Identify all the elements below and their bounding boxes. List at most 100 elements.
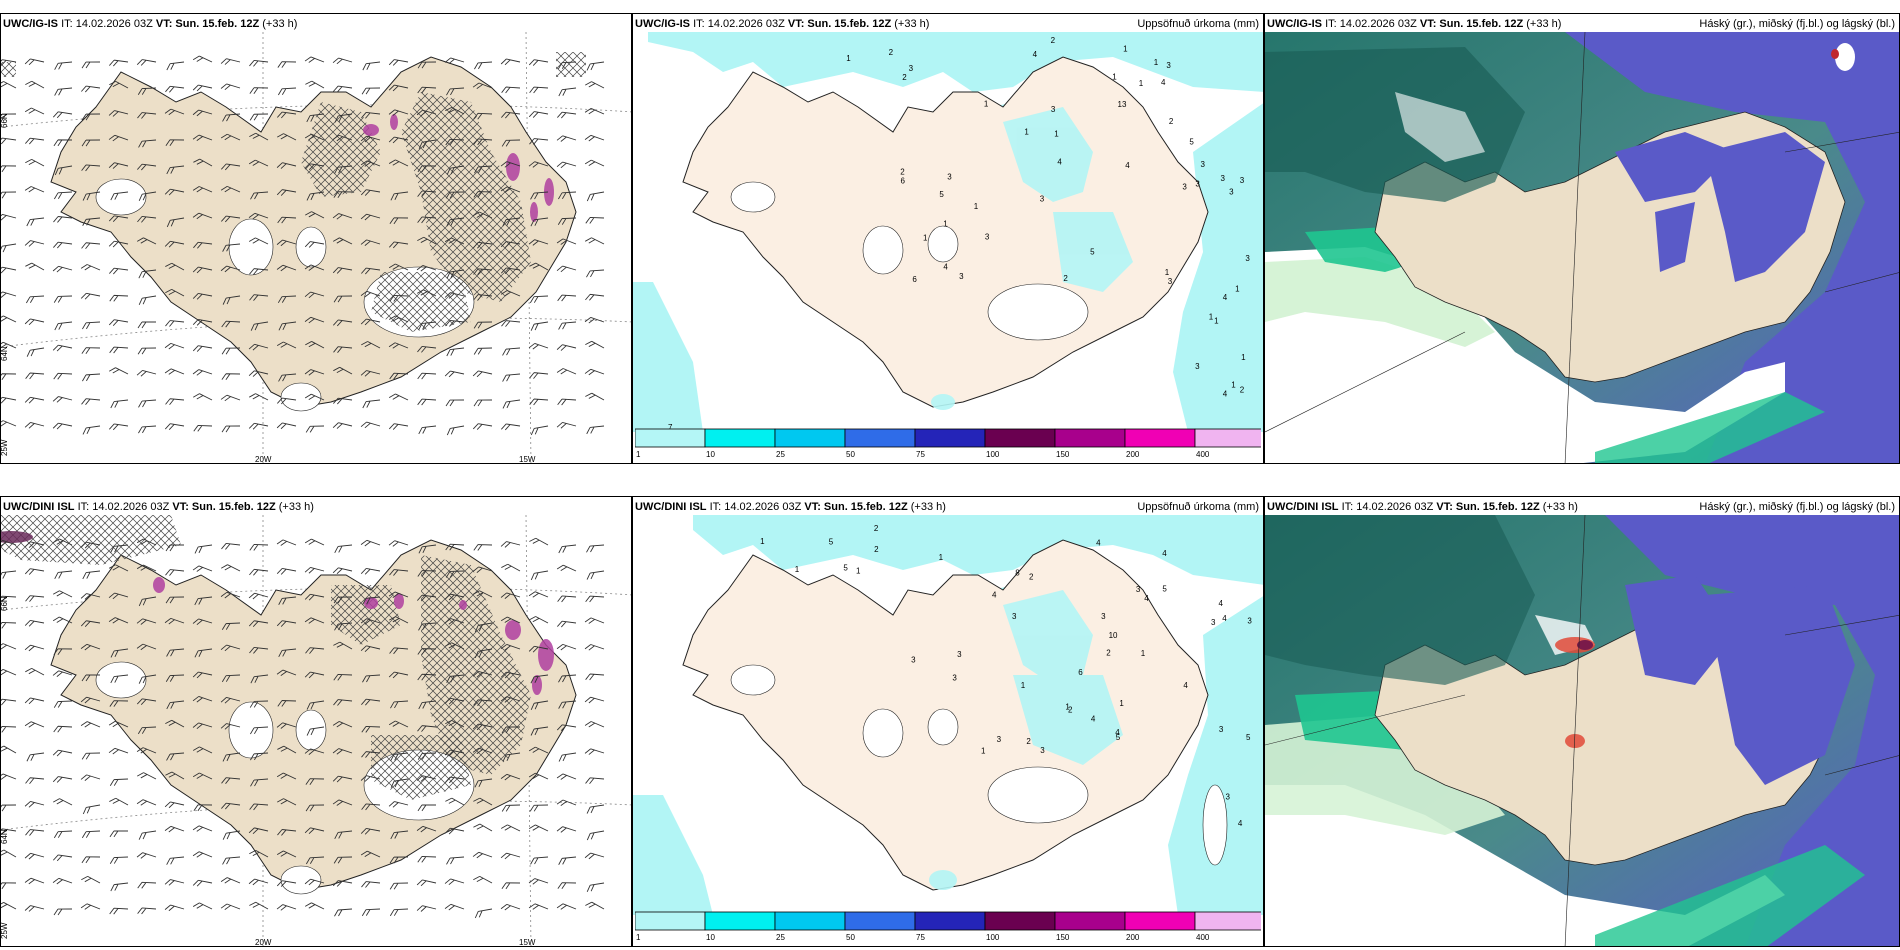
wind-barb — [304, 567, 325, 574]
wind-barb — [444, 749, 465, 757]
wind-barb — [24, 318, 45, 326]
wind-barb — [332, 567, 353, 575]
wind-barb — [1, 213, 17, 221]
wind-barb — [556, 421, 577, 429]
wind-barb — [250, 726, 269, 735]
wind-barb — [249, 132, 269, 141]
wind-barb — [556, 643, 577, 651]
colorbar-swatch — [774, 911, 846, 931]
wind-barb — [417, 752, 437, 760]
wind-barb — [556, 826, 577, 833]
wind-barb — [333, 397, 353, 405]
wind-barb — [472, 747, 493, 755]
precip-value: 1 — [939, 553, 944, 562]
wind-barb — [25, 829, 45, 836]
colorbar-tick: 25 — [776, 450, 785, 459]
precip-value: 3 — [952, 673, 957, 682]
wind-barb — [108, 134, 129, 142]
precip-value: 4 — [992, 591, 997, 600]
cloud-map — [1265, 515, 1899, 946]
wind-barb — [528, 746, 549, 754]
wind-barb — [446, 217, 465, 227]
wind-barb — [360, 290, 381, 298]
wind-barb — [1, 113, 17, 121]
wind-barb — [500, 58, 521, 66]
wind-barb — [418, 544, 437, 554]
precip-value: 3 — [1040, 195, 1045, 204]
wind-barb — [388, 342, 409, 349]
wind-barb — [24, 852, 45, 860]
wind-barb — [388, 591, 409, 598]
wind-barb — [500, 423, 521, 431]
wind-barb — [192, 746, 213, 754]
wind-barb — [248, 237, 269, 245]
precip-value: 1 — [974, 202, 979, 211]
colorbar-swatch — [984, 911, 1056, 931]
wind-barb — [192, 722, 213, 730]
wind-barb — [221, 564, 241, 572]
wind-barb — [584, 721, 605, 728]
precip-value: 3 — [1211, 618, 1216, 627]
wind-barb — [80, 903, 101, 910]
wind-barb — [165, 596, 185, 604]
lon-label-15: 15W — [519, 455, 536, 464]
wind-barb — [333, 85, 353, 93]
wind-barb — [80, 541, 101, 549]
wind-barb — [332, 213, 353, 220]
panel-subtitle: Háský (gr.), miðský (fj.bl.) og lágský (… — [1699, 501, 1895, 513]
wind-barb — [109, 907, 129, 915]
colorbar-swatch — [635, 428, 706, 448]
wind-barb — [530, 191, 549, 200]
wind-barb — [585, 777, 605, 785]
colorbar-tick: 200 — [1126, 933, 1140, 942]
wind-barb — [249, 544, 269, 551]
precip-value: 4 — [1222, 614, 1227, 623]
wind-barb — [390, 700, 409, 709]
wind-barb — [417, 673, 437, 681]
wind-barb — [334, 908, 353, 917]
wind-barb — [556, 265, 577, 273]
precip-value: 4 — [1223, 389, 1228, 398]
wind-barb — [222, 243, 241, 252]
wind-barb — [389, 616, 409, 624]
wind-barb — [52, 590, 73, 598]
wind-barb — [444, 903, 465, 911]
wind-barb — [52, 396, 73, 403]
wind-barb — [500, 671, 521, 679]
wind-barb — [472, 82, 493, 89]
colorbar-swatch — [1194, 428, 1261, 448]
wind-barb — [165, 398, 185, 406]
colorbar-tick: 200 — [1126, 450, 1140, 459]
wind-barb — [361, 341, 381, 349]
wind-barb — [1, 396, 17, 404]
colorbar-swatch — [984, 428, 1056, 448]
precip-value: 3 — [1012, 612, 1017, 621]
wind-barb — [109, 778, 129, 787]
cloud-map — [1265, 32, 1899, 463]
wind-barb — [500, 241, 521, 248]
wind-barb — [388, 241, 409, 249]
wind-barb — [81, 398, 101, 405]
wind-barb — [360, 618, 381, 625]
wind-barb — [388, 393, 409, 401]
wind-barb — [474, 908, 493, 919]
precip-value: 1 — [1119, 699, 1124, 708]
precip-value: 5 — [829, 538, 834, 547]
precip-value: 4 — [1096, 538, 1101, 547]
wind-barb — [586, 882, 605, 892]
wind-barb — [389, 908, 409, 917]
wind-barb — [333, 699, 353, 706]
wind-map: 66N 64N 25W 20W 15W — [1, 515, 631, 946]
wind-barb — [53, 139, 73, 147]
wind-barb — [192, 55, 213, 63]
wind-barb — [305, 425, 325, 433]
wind-barb — [137, 321, 157, 329]
wind-barb — [304, 163, 325, 171]
precip-value: 3 — [1247, 617, 1252, 626]
wind-barb — [52, 877, 73, 885]
wind-barb — [82, 804, 101, 815]
precip-value: 3 — [1201, 160, 1206, 169]
colorbar-tick: 150 — [1056, 450, 1070, 459]
colorbar-tick: 150 — [1056, 933, 1070, 942]
precip-value: 3 — [1229, 187, 1234, 196]
